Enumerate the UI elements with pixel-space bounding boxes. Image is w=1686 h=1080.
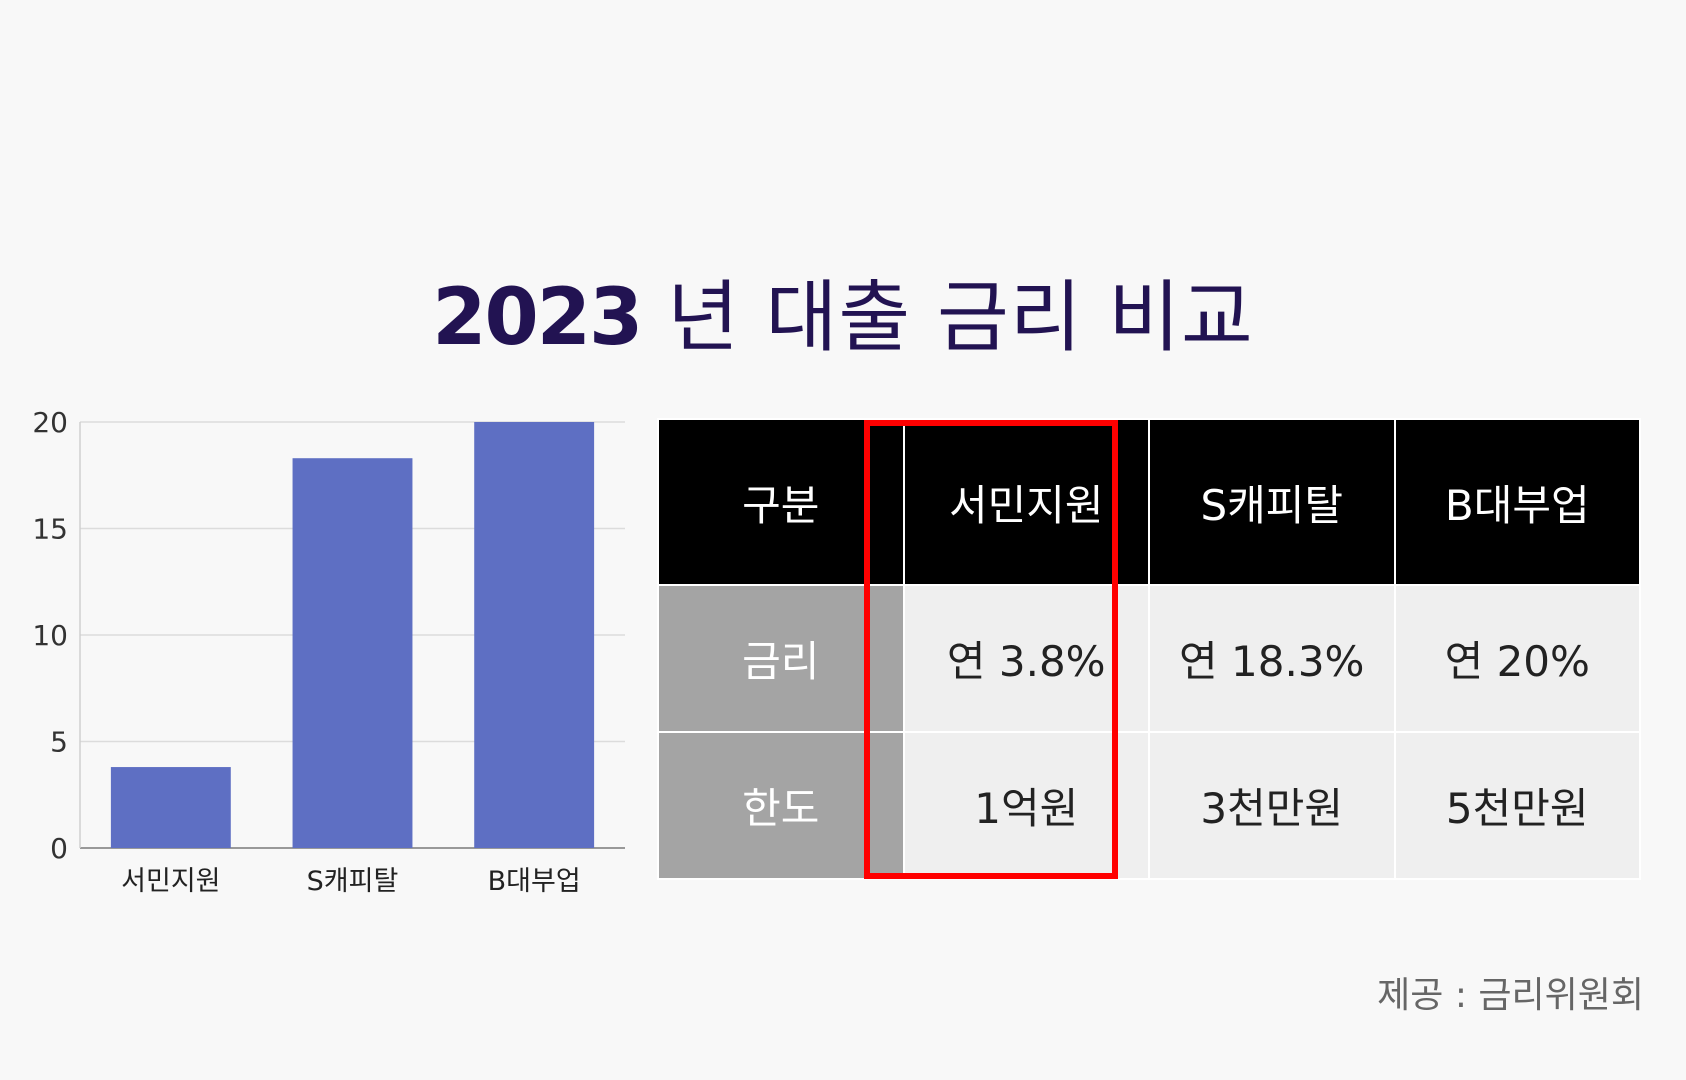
table-row-limit: 한도 1억원 3천만원 5천만원 <box>657 731 1641 880</box>
cell-limit-seomin: 1억원 <box>902 731 1150 880</box>
source-credit: 제공 : 금리위원회 <box>1377 975 1644 1016</box>
bar <box>474 422 595 848</box>
bar <box>110 767 231 848</box>
cell-limit-b-lender: 5천만원 <box>1393 731 1641 880</box>
cell-limit-s-capital: 3천만원 <box>1148 731 1396 880</box>
row-label-limit: 한도 <box>657 731 905 880</box>
row-label-rate: 금리 <box>657 584 905 733</box>
bar <box>292 458 413 848</box>
y-tick-label: 15 <box>32 513 68 546</box>
y-tick-label: 0 <box>50 832 68 865</box>
comparison-table: 구분 서민지원 S캐피탈 B대부업 금리 연 3.8% 연 18.3% 연 20… <box>657 418 1641 880</box>
table-row-rate: 금리 연 3.8% 연 18.3% 연 20% <box>657 584 1641 733</box>
x-category-label: B대부업 <box>488 866 581 897</box>
header-seomin: 서민지원 <box>902 418 1150 586</box>
y-tick-label: 10 <box>32 619 68 652</box>
title-year: 2023 <box>432 273 643 363</box>
x-category-label: 서민지원 <box>121 866 220 897</box>
header-b-lender: B대부업 <box>1393 418 1641 586</box>
y-tick-label: 20 <box>32 406 68 439</box>
cell-rate-b-lender: 연 20% <box>1393 584 1641 733</box>
bar-chart: 0 5 10 15 20 서민지원 S캐피탈 B대부업 <box>32 406 625 897</box>
cell-rate-s-capital: 연 18.3% <box>1148 584 1396 733</box>
y-tick-label: 5 <box>50 726 68 759</box>
page-title: 2023 년 대출 금리 비교 <box>0 255 1686 367</box>
title-text: 년 대출 금리 비교 <box>667 273 1254 363</box>
x-category-label: S캐피탈 <box>307 866 399 897</box>
table-header-row: 구분 서민지원 S캐피탈 B대부업 <box>657 418 1641 586</box>
cell-rate-seomin: 연 3.8% <box>902 584 1150 733</box>
header-category: 구분 <box>657 418 905 586</box>
header-s-capital: S캐피탈 <box>1148 418 1396 586</box>
